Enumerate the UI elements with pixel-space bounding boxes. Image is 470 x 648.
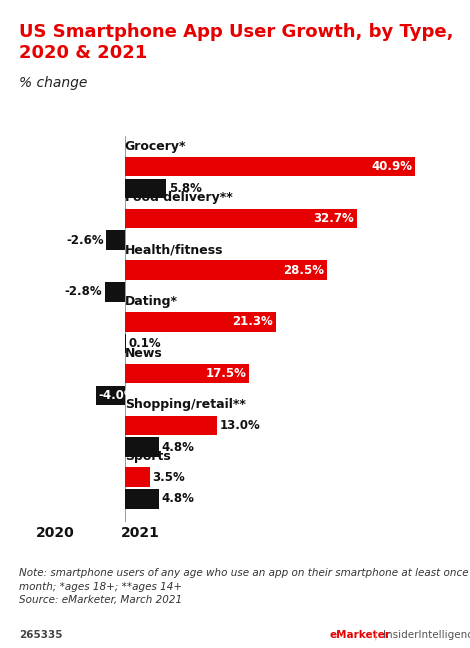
Text: % change: % change bbox=[19, 76, 87, 91]
Text: 4.8%: 4.8% bbox=[162, 492, 195, 505]
Text: 28.5%: 28.5% bbox=[283, 264, 324, 277]
Text: 13.0%: 13.0% bbox=[220, 419, 261, 432]
Text: Note: smartphone users of any age who use an app on their smartphone at least on: Note: smartphone users of any age who us… bbox=[19, 568, 470, 605]
Bar bbox=[125, 260, 327, 280]
Text: 32.7%: 32.7% bbox=[313, 212, 354, 225]
Text: -2.6%: -2.6% bbox=[66, 233, 103, 247]
Bar bbox=[125, 467, 149, 487]
Text: News: News bbox=[125, 347, 163, 360]
Text: 2020: 2020 bbox=[36, 526, 75, 540]
Text: InsiderIntelligence.com: InsiderIntelligence.com bbox=[383, 630, 470, 640]
Bar bbox=[125, 178, 166, 198]
Text: |: | bbox=[374, 630, 377, 640]
Text: 21.3%: 21.3% bbox=[232, 316, 273, 329]
Text: 0.1%: 0.1% bbox=[128, 337, 161, 350]
Text: Grocery*: Grocery* bbox=[125, 139, 187, 153]
Text: 3.5%: 3.5% bbox=[153, 470, 185, 483]
Bar bbox=[105, 282, 125, 302]
Text: Shopping/retail**: Shopping/retail** bbox=[125, 399, 246, 411]
Text: -2.8%: -2.8% bbox=[64, 285, 102, 298]
Text: eMarketer: eMarketer bbox=[329, 630, 390, 640]
Text: 5.8%: 5.8% bbox=[169, 182, 202, 195]
Bar bbox=[125, 489, 159, 509]
Text: 265335: 265335 bbox=[19, 630, 63, 640]
Text: 17.5%: 17.5% bbox=[205, 367, 246, 380]
Text: Food delivery**: Food delivery** bbox=[125, 191, 233, 204]
Bar bbox=[125, 157, 415, 176]
Text: Sports: Sports bbox=[125, 450, 171, 463]
Text: Health/fitness: Health/fitness bbox=[125, 243, 223, 256]
Bar bbox=[125, 209, 357, 228]
Bar bbox=[125, 415, 217, 435]
Text: 4.8%: 4.8% bbox=[162, 441, 195, 454]
Text: Dating*: Dating* bbox=[125, 295, 178, 308]
Bar bbox=[125, 312, 276, 332]
Bar bbox=[106, 230, 125, 250]
Text: US Smartphone App User Growth, by Type,
2020 & 2021: US Smartphone App User Growth, by Type, … bbox=[19, 23, 453, 62]
Text: 2021: 2021 bbox=[121, 526, 160, 540]
Bar bbox=[125, 437, 159, 457]
Bar bbox=[96, 386, 125, 405]
Text: -4.0%: -4.0% bbox=[98, 389, 135, 402]
Bar bbox=[125, 364, 249, 384]
Text: 40.9%: 40.9% bbox=[371, 160, 412, 173]
